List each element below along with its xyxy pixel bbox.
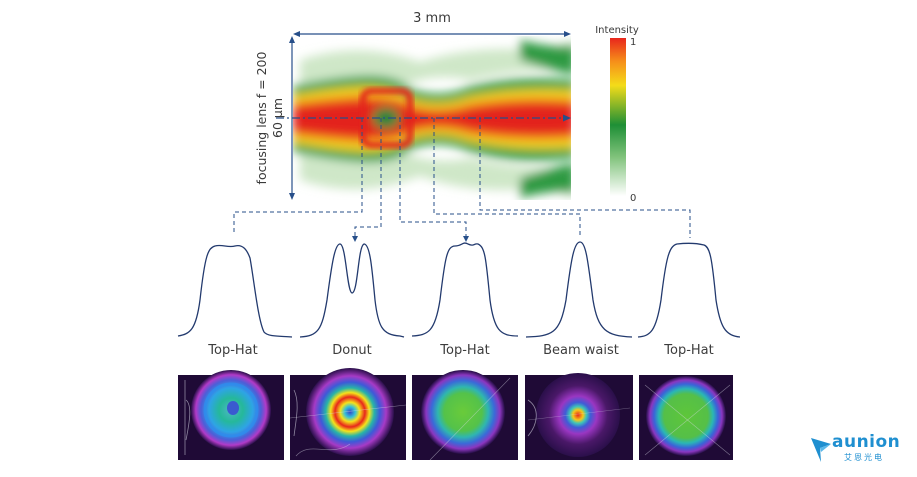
beam-image-5 bbox=[639, 375, 733, 460]
logo-subtitle: 艾恩光电 bbox=[844, 453, 884, 462]
paper-plane-icon bbox=[811, 438, 831, 462]
map-axes bbox=[276, 31, 571, 200]
beam-image-3 bbox=[412, 370, 518, 461]
colorbar-max-label: 1 bbox=[630, 37, 636, 48]
profile-curve-top-hat-1 bbox=[177, 244, 293, 338]
colorbar-min-label: 0 bbox=[630, 193, 636, 204]
beam-image-1 bbox=[178, 370, 284, 460]
side-label-line1: focusing lens f = 200 bbox=[254, 52, 269, 185]
colorbar: Intensity 1 0 bbox=[595, 25, 639, 204]
profile-label-top-hat-3: Top-Hat bbox=[664, 343, 714, 358]
profile-curve-donut bbox=[299, 243, 405, 338]
width-label: 3 mm bbox=[413, 11, 451, 26]
profile-label-beam-waist: Beam waist bbox=[543, 343, 619, 358]
profile-curve-beam-waist bbox=[525, 241, 633, 338]
colorbar-title: Intensity bbox=[595, 25, 639, 36]
connector-lines bbox=[233, 118, 691, 238]
profile-curves bbox=[177, 241, 741, 338]
profile-curve-top-hat-3 bbox=[637, 242, 741, 338]
side-label: focusing lens f = 200 60 µm bbox=[254, 52, 285, 185]
profile-curve-top-hat-2 bbox=[411, 242, 519, 337]
profile-label-top-hat-2: Top-Hat bbox=[440, 343, 490, 358]
profile-label-donut: Donut bbox=[332, 343, 372, 358]
aunion-logo: aunion 艾恩光电 bbox=[810, 432, 910, 466]
side-label-line2: 60 µm bbox=[270, 98, 285, 138]
beam-image-2 bbox=[289, 368, 407, 460]
colorbar-gradient bbox=[610, 38, 626, 196]
beam-image-4 bbox=[525, 373, 633, 460]
profile-label-top-hat-1: Top-Hat bbox=[208, 343, 258, 358]
logo-name: aunion bbox=[832, 432, 901, 452]
